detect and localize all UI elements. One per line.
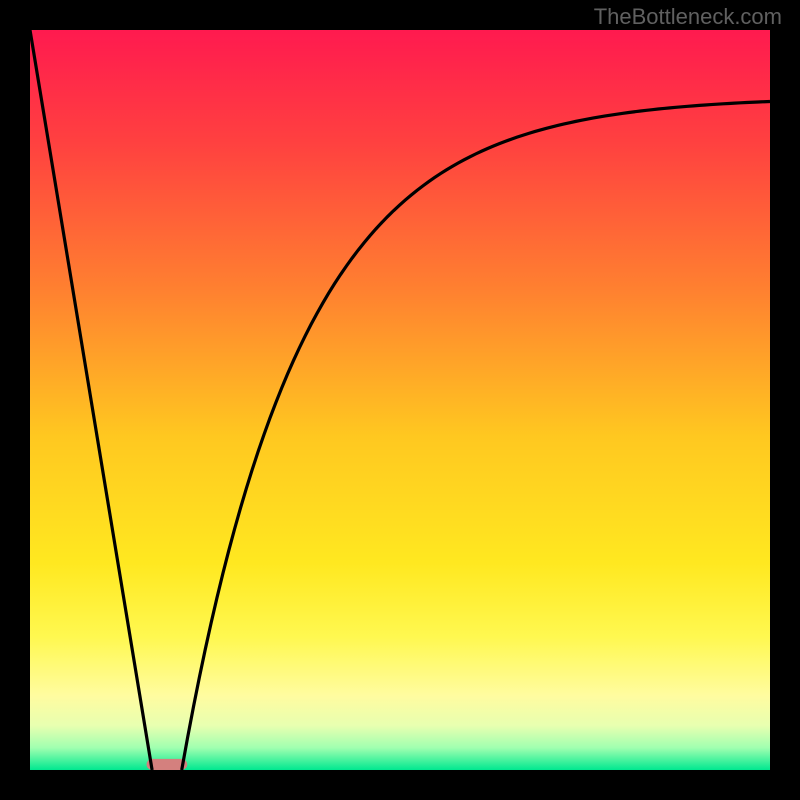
chart-svg [0,0,800,800]
chart-container: TheBottleneck.com [0,0,800,800]
watermark-text: TheBottleneck.com [594,4,782,30]
chart-background [30,30,770,770]
